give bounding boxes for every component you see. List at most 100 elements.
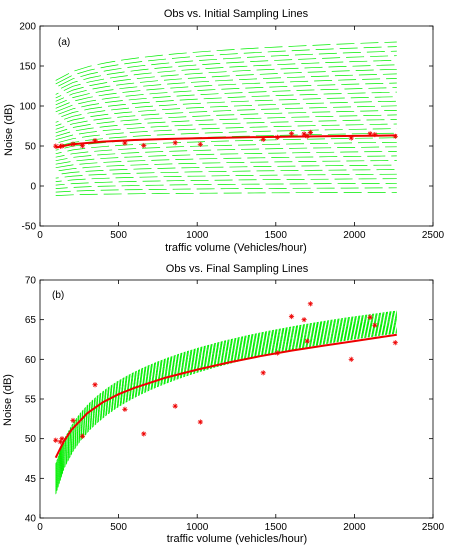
- chart-b-observation-point: [79, 433, 86, 439]
- chart-a-observation-point: [53, 143, 59, 149]
- chart-b-observation-point: [53, 437, 59, 443]
- chart-b-fit-line: [54, 333, 397, 459]
- chart-b-title: Obs vs. Final Sampling Lines: [166, 263, 309, 275]
- chart-b-ytick-label: 65: [25, 315, 37, 326]
- chart-a-sampling-line: [55, 155, 397, 169]
- chart-a-observation-point: [122, 140, 128, 146]
- chart-b-observation-point: [197, 419, 203, 425]
- chart-b-sampling-lines: [55, 310, 397, 495]
- chart-b-ytick-label: 70: [25, 276, 37, 287]
- chart-b-sampling-line: [55, 329, 397, 490]
- chart-a-sampling-line: [55, 55, 397, 92]
- chart-a-panel-label: (a): [58, 37, 70, 48]
- chart-b-xtick-label: 2000: [343, 522, 366, 533]
- chart-a-xtick-label: 0: [37, 230, 43, 241]
- chart-a-sampling-line: [55, 46, 397, 85]
- chart-a-observations: [53, 129, 398, 149]
- chart-a-xtick-label: 1500: [265, 230, 288, 241]
- chart-b-ticks: [39, 279, 434, 519]
- chart-b-sampling-line: [55, 331, 397, 493]
- chart-a-title: Obs vs. Initial Sampling Lines: [164, 8, 309, 20]
- chart-a-observation-point: [274, 134, 280, 140]
- chart-a-ytick-label: 150: [19, 62, 36, 73]
- chart-a-sampling-line: [55, 160, 397, 172]
- chart-b-sampling-line: [55, 317, 397, 474]
- chart-b-sampling-line: [55, 322, 397, 481]
- chart-a-observation-point: [260, 136, 266, 142]
- chart-b-observation-point: [274, 350, 280, 356]
- chart-a-sampling-line: [55, 64, 397, 99]
- chart-a-fit-line: [55, 134, 397, 149]
- chart-b-ytick-label: 40: [25, 514, 37, 525]
- chart-a-sampling-line: [55, 151, 397, 165]
- chart-b-observation-point: [372, 322, 378, 328]
- chart-b-sampling-line: [55, 316, 397, 472]
- chart-b: Obs vs. Final Sampling Lines (b) traffic…: [2, 263, 445, 545]
- chart-a-sampling-line: [55, 100, 397, 127]
- chart-a-sampling-line: [55, 68, 397, 102]
- chart-a-sampling-line: [55, 82, 397, 113]
- chart-a-observation-point: [304, 133, 310, 139]
- chart-b-sampling-line: [55, 328, 397, 488]
- chart-b-sampling-line: [55, 326, 397, 486]
- chart-b-sampling-line: [55, 319, 397, 477]
- chart-a-axes-box: [39, 25, 434, 227]
- chart-b-sampling-line: [55, 317, 397, 474]
- chart-b-ytick-label: 45: [25, 474, 37, 485]
- chart-a-observation-point: [79, 143, 86, 149]
- chart-a-sampling-line: [55, 164, 397, 176]
- chart-a-sampling-line: [55, 141, 397, 158]
- chart-a-sampling-line: [55, 50, 397, 88]
- chart-b-observation-point: [70, 417, 76, 424]
- chart-b-sampling-line: [55, 323, 397, 482]
- chart-b-axes-box: [39, 279, 434, 519]
- chart-b-sampling-line: [55, 329, 397, 490]
- chart-b-xtick-label: 2500: [422, 522, 445, 533]
- chart-b-sampling-line: [55, 316, 397, 473]
- chart-a-sampling-line: [55, 59, 397, 95]
- chart-a-sampling-line: [55, 78, 397, 109]
- chart-a-sampling-line: [55, 119, 397, 141]
- chart-b-plot-area: 0 500 1000 1500 2000 2500 40 45 50 55 60 65 70: [25, 276, 445, 534]
- chart-b-observations: [53, 301, 398, 445]
- chart-a-sampling-line: [55, 178, 397, 186]
- chart-b-observation-point: [59, 436, 65, 442]
- chart-a-ytick-label: 200: [19, 22, 36, 33]
- chart-b-observation-point: [288, 313, 295, 320]
- chart-a-sampling-line: [55, 146, 397, 162]
- chart-b-xtick-label: 1500: [265, 522, 288, 533]
- chart-b-observation-point: [392, 340, 398, 346]
- chart-b-xtick-label: 0: [37, 522, 43, 533]
- chart-b-ytick-label: 50: [25, 434, 37, 445]
- chart-b-sampling-line: [55, 331, 397, 492]
- chart-b-ylabel: Noise (dB): [2, 374, 14, 426]
- chart-a-sampling-line: [55, 110, 397, 134]
- chart-a-sampling-line: [55, 192, 397, 196]
- chart-a-sampling-line: [55, 182, 397, 189]
- chart-a-observation-point: [392, 133, 398, 139]
- chart-a-ytick-label: 0: [30, 182, 36, 193]
- chart-a-observation-point: [307, 129, 313, 135]
- chart-a-sampling-line: [55, 73, 397, 106]
- chart-a-observation-point: [348, 135, 354, 141]
- chart-b-sampling-line: [55, 323, 397, 483]
- chart-b-sampling-line: [55, 325, 397, 485]
- chart-a-observation-point: [59, 143, 65, 149]
- chart-a-observation-point: [288, 131, 295, 137]
- chart-b-ytick-label: 60: [25, 355, 37, 366]
- chart-a-observation-point: [172, 140, 178, 146]
- chart-a-observation-point: [301, 131, 307, 137]
- chart-b-sampling-line: [55, 318, 397, 476]
- chart-b-observation-point: [122, 406, 128, 412]
- chart-b-observation-point: [304, 338, 310, 344]
- chart-b-sampling-line: [55, 328, 397, 489]
- chart-b-sampling-line: [55, 330, 397, 491]
- chart-b-observation-point: [141, 431, 147, 437]
- chart-a-observation-point: [372, 131, 378, 138]
- chart-b-xtick-label: 1000: [186, 522, 209, 533]
- chart-a-ytick-label: 50: [25, 142, 37, 153]
- chart-b-sampling-line: [55, 322, 397, 481]
- chart-a-sampling-line: [55, 105, 397, 130]
- chart-a-sampling-line: [55, 91, 397, 120]
- chart-a-observation-point: [92, 137, 98, 144]
